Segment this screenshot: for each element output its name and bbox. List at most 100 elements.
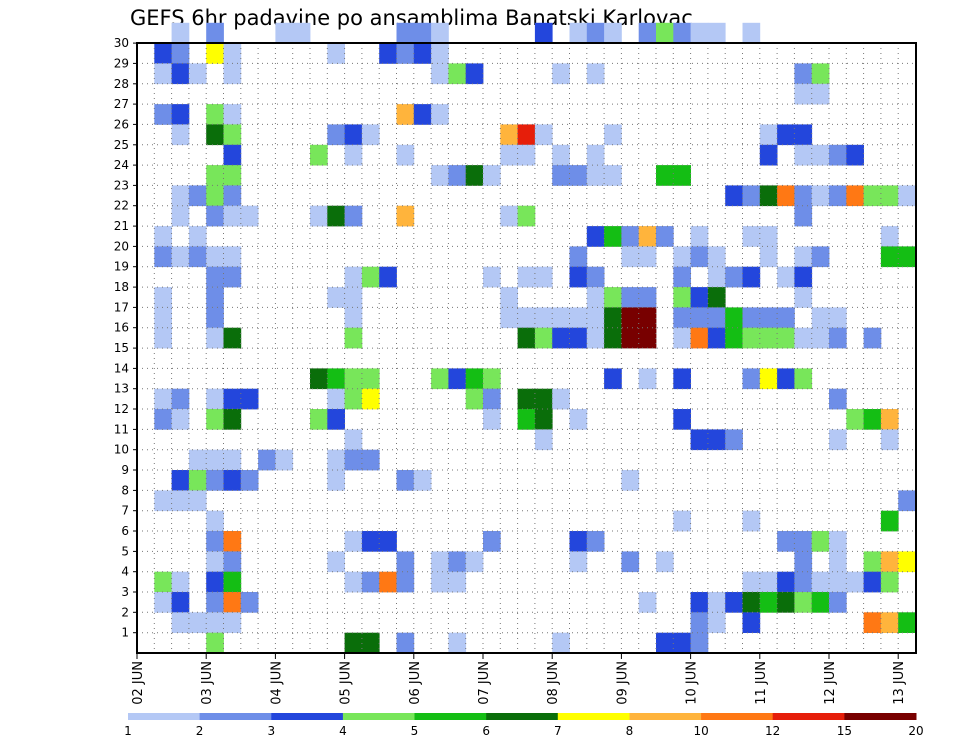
heatmap-cell (759, 368, 778, 390)
heatmap-cell (794, 124, 813, 146)
heatmap-cell (206, 307, 224, 329)
heatmap-cell (604, 226, 622, 247)
heatmap-cell (396, 144, 415, 166)
heatmap-cell (621, 327, 640, 349)
heatmap-cell (777, 327, 795, 349)
heatmap-cell (621, 551, 640, 573)
heatmap-cell (188, 226, 207, 247)
heatmap-cell (327, 287, 345, 308)
heatmap-cell (188, 490, 207, 512)
heatmap-cell (811, 63, 830, 85)
heatmap-cell (673, 510, 691, 532)
heatmap-cell (604, 368, 622, 390)
heatmap-cell (171, 490, 190, 512)
x-axis-ticks: 02 JUN 03 JUN 04 JUN 05 JUN 06 JUN 07 JUN 08 J… (131, 653, 907, 705)
heatmap-cell (223, 185, 242, 207)
heatmap-cell (656, 551, 674, 573)
heatmap-cell (240, 470, 259, 491)
heatmap-cell (534, 409, 553, 430)
heatmap-cell (448, 165, 467, 186)
heatmap-cell (223, 104, 242, 125)
colorbar: 1 2 3 4 5 6 7 8 10 12 15 20 (124, 713, 924, 738)
heatmap-cell (396, 205, 415, 227)
y-tick-label: 6 (121, 524, 129, 538)
heatmap-cell (638, 226, 657, 247)
heatmap-cell (673, 307, 691, 329)
heatmap-cell (361, 368, 380, 390)
heatmap-cell (206, 185, 224, 207)
heatmap-cell (500, 124, 518, 146)
heatmap-cell (413, 470, 432, 491)
heatmap-cell (707, 22, 726, 44)
heatmap-cell (223, 388, 242, 410)
y-axis-ticks: 1234567891011121314151617181920212223242… (114, 36, 137, 640)
heatmap-cell (880, 226, 899, 247)
heatmap-cell (206, 531, 224, 552)
heatmap-cell (794, 592, 813, 613)
heatmap-cell (171, 592, 190, 613)
heatmap-cell (811, 185, 830, 207)
heatmap-cell (344, 287, 363, 308)
heatmap-cell (742, 185, 761, 207)
heatmap-cell (829, 185, 847, 207)
heatmap-cell (448, 63, 467, 85)
heatmap-cell (154, 388, 172, 410)
heatmap-cell (759, 185, 778, 207)
heatmap-cell (586, 22, 605, 44)
heatmap-cell (361, 531, 380, 552)
heatmap-cell (154, 43, 172, 64)
colorbar-label: 5 (411, 724, 419, 738)
heatmap-cell (725, 592, 743, 613)
heatmap-cell (638, 287, 657, 308)
heatmap-cell (604, 287, 622, 308)
heatmap-cell (863, 185, 882, 207)
heatmap-cell (777, 124, 795, 146)
heatmap-cell (206, 510, 224, 532)
x-tick-label: 11 JUN (754, 661, 769, 705)
heatmap-cell (206, 205, 224, 227)
y-tick-label: 9 (121, 463, 129, 477)
heatmap-cell (431, 63, 449, 85)
heatmap-cell (621, 307, 640, 329)
heatmap-cell (154, 571, 172, 593)
heatmap-cell (327, 124, 345, 146)
heatmap-cell (206, 246, 224, 268)
x-tick-label: 09 JUN (615, 661, 630, 705)
y-tick-label: 15 (114, 341, 129, 355)
heatmap-cell (569, 246, 588, 268)
heatmap-cell (534, 307, 553, 329)
heatmap-cell (327, 449, 345, 471)
heatmap-cell (725, 185, 743, 207)
heatmap-cell (344, 124, 363, 146)
heatmap-cell (206, 632, 224, 654)
y-tick-label: 4 (121, 565, 129, 579)
heatmap-cell (517, 205, 536, 227)
heatmap-cell (344, 388, 363, 410)
heatmap-cell (258, 449, 276, 471)
y-tick-label: 1 (121, 626, 129, 640)
heatmap-cell (223, 327, 242, 349)
heatmap-cell (552, 388, 570, 410)
x-tick-label: 10 JUN (685, 661, 700, 705)
colorbar-label: 6 (482, 724, 490, 738)
heatmap-cell (223, 551, 242, 573)
heatmap-cell (742, 327, 761, 349)
heatmap-cell (880, 429, 899, 451)
heatmap-cell (621, 287, 640, 308)
heatmap-cell (500, 144, 518, 166)
y-tick-label: 17 (114, 300, 129, 314)
y-tick-label: 28 (114, 77, 129, 91)
heatmap-cell (223, 124, 242, 146)
heatmap-cell (188, 246, 207, 268)
heatmap-cell (829, 551, 847, 573)
colorbar-segment (772, 713, 845, 720)
heatmap-cell (794, 205, 813, 227)
heatmap-cell (206, 592, 224, 613)
heatmap-cell (794, 551, 813, 573)
heatmap-cell (206, 612, 224, 633)
heatmap-cell (517, 327, 536, 349)
colorbar-label: 8 (626, 724, 634, 738)
heatmap-cell (344, 205, 363, 227)
heatmap-cell (638, 246, 657, 268)
heatmap-cell (154, 287, 172, 308)
